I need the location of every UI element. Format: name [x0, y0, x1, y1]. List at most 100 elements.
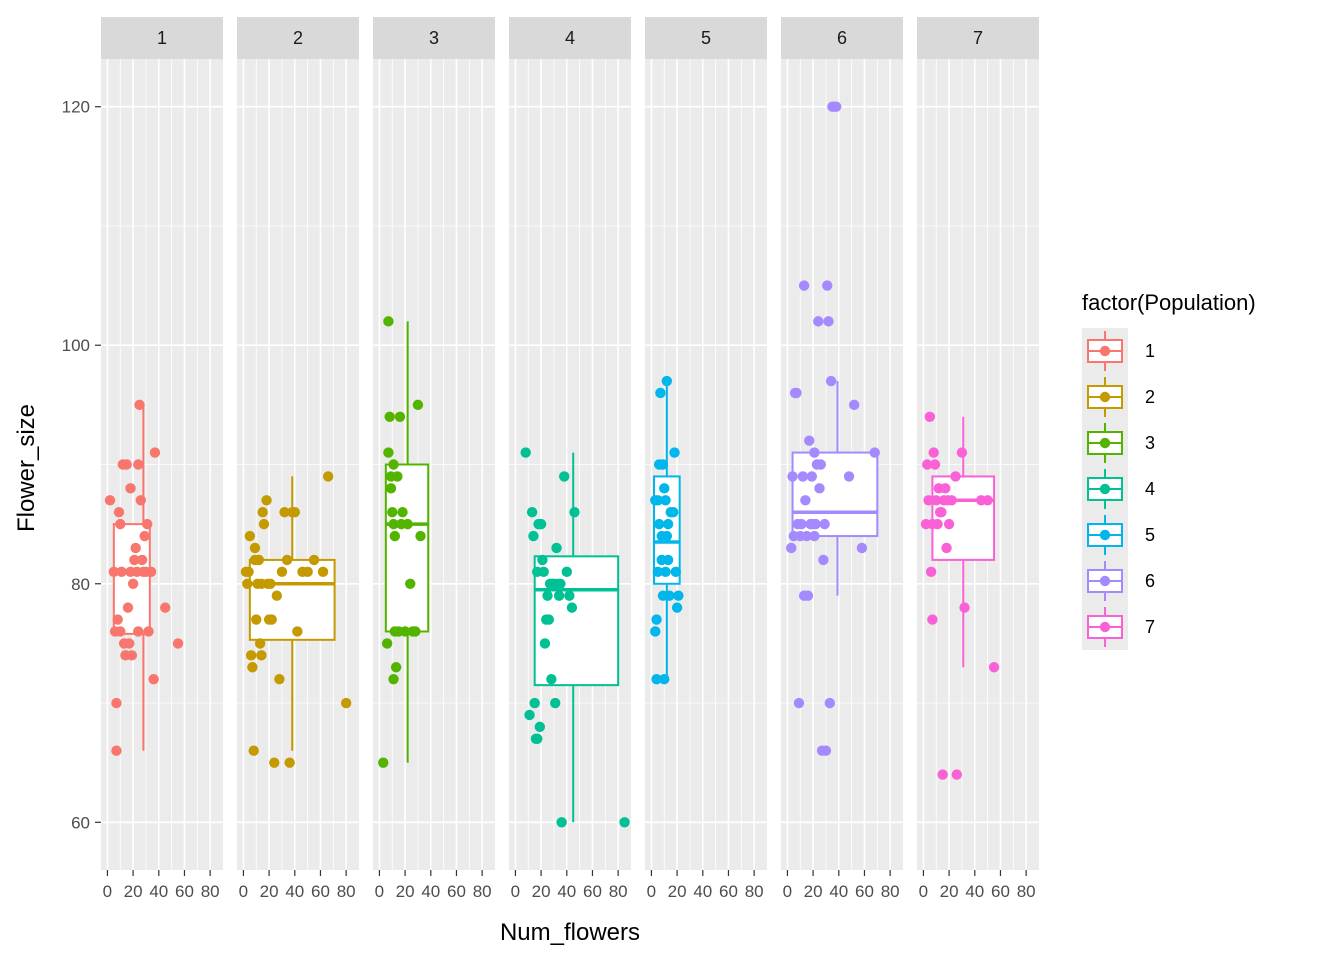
legend-label: 3: [1145, 433, 1155, 453]
facet-panel-3: 3: [373, 17, 495, 870]
data-point: [279, 507, 290, 518]
data-point: [662, 518, 674, 530]
x-tick-label: 0: [103, 882, 112, 901]
data-point: [831, 101, 842, 112]
data-point: [539, 638, 551, 649]
data-point: [559, 471, 570, 482]
data-point: [550, 697, 561, 709]
data-point: [824, 697, 835, 709]
data-point: [822, 280, 833, 291]
data-point: [537, 554, 548, 566]
data-point: [160, 602, 171, 613]
data-point: [258, 518, 270, 530]
data-point: [289, 507, 300, 518]
data-point: [659, 673, 670, 685]
data-point: [551, 542, 562, 554]
data-point: [116, 566, 127, 578]
data-point: [652, 566, 664, 578]
data-point: [657, 459, 669, 470]
data-point: [556, 817, 567, 828]
data-point: [796, 518, 807, 530]
facet-panel-6: 6: [781, 17, 903, 870]
data-point: [561, 566, 572, 578]
data-point: [959, 602, 970, 613]
data-point: [245, 650, 257, 661]
legend-key-point: [1099, 483, 1111, 495]
data-point: [274, 673, 285, 685]
data-point: [943, 518, 955, 530]
facet-strip: [645, 17, 767, 59]
data-point: [271, 590, 283, 601]
data-point: [671, 602, 683, 613]
data-point: [317, 566, 329, 578]
y-tick-label: 60: [71, 813, 90, 832]
x-axis-title: Num_flowers: [500, 919, 640, 946]
data-point: [925, 566, 937, 578]
data-point: [122, 602, 134, 613]
data-point: [415, 530, 426, 542]
data-point: [670, 566, 682, 578]
data-point: [251, 614, 262, 625]
data-point: [951, 769, 963, 780]
data-point: [922, 459, 933, 470]
data-point: [148, 673, 159, 685]
data-point: [564, 590, 575, 601]
data-point: [388, 459, 399, 470]
data-point: [248, 745, 259, 756]
data-point: [383, 316, 394, 327]
facet-strip: [917, 17, 1039, 59]
data-point: [843, 471, 855, 482]
data-point: [809, 530, 820, 542]
x-tick-label: 80: [881, 882, 900, 901]
data-point: [383, 447, 394, 458]
facet-panel-5: 5: [645, 17, 767, 870]
legend-title: factor(Population): [1082, 290, 1256, 315]
x-tick-label: 60: [175, 882, 194, 901]
data-point: [111, 745, 122, 756]
box-iqr: [652, 475, 681, 585]
x-tick-label: 0: [647, 882, 656, 901]
data-point: [941, 542, 952, 554]
x-tick-label: 60: [447, 882, 466, 901]
data-point: [566, 602, 578, 613]
data-point: [825, 375, 837, 387]
data-point: [988, 662, 1000, 673]
data-point: [308, 554, 320, 566]
data-point: [392, 471, 403, 482]
data-point: [129, 554, 140, 566]
x-tick-label: 40: [421, 882, 440, 901]
data-point: [284, 757, 295, 768]
data-point: [950, 471, 961, 482]
data-point: [661, 530, 673, 542]
data-point: [815, 459, 827, 470]
data-point: [801, 530, 812, 542]
data-point: [520, 447, 531, 458]
data-point: [534, 721, 546, 733]
data-point: [269, 757, 280, 768]
data-point: [266, 614, 277, 625]
x-tick-label: 80: [337, 882, 356, 901]
data-point: [121, 459, 132, 470]
x-tick-label: 40: [557, 882, 576, 901]
facet-strip-label: 3: [429, 28, 439, 48]
facet-strip: [509, 17, 631, 59]
x-tick-label: 20: [668, 882, 687, 901]
data-point: [130, 542, 141, 554]
data-point: [653, 518, 665, 530]
data-point: [956, 447, 968, 458]
data-point: [385, 483, 397, 494]
facet-panel-2: 2: [237, 17, 359, 870]
data-point: [389, 530, 401, 542]
x-tick-label: 60: [991, 882, 1010, 901]
legend-label: 1: [1145, 341, 1155, 361]
data-point: [172, 638, 184, 649]
data-point: [673, 590, 684, 601]
legend-item-6: 6: [1082, 558, 1155, 604]
data-point: [145, 566, 157, 578]
data-point: [136, 554, 148, 566]
x-tick-label: 80: [473, 882, 492, 901]
data-point: [927, 614, 938, 625]
data-point: [524, 709, 535, 721]
data-point: [798, 280, 810, 291]
